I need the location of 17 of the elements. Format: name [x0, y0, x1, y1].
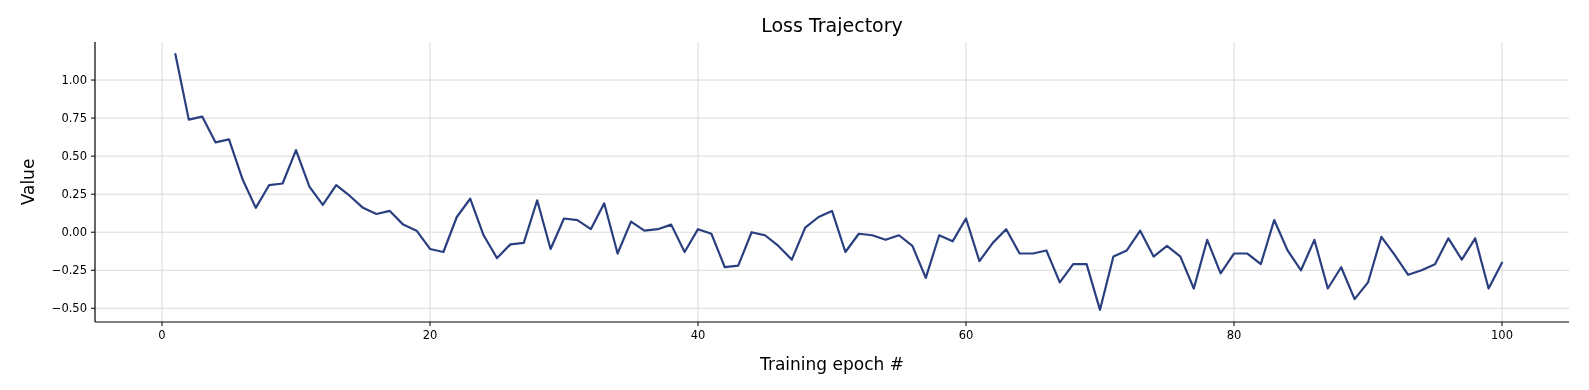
y-axis-title: Value [18, 158, 38, 206]
y-tick-label: 0.75 [61, 111, 87, 126]
x-tick-label: 0 [158, 328, 166, 342]
y-tick-label: −0.25 [51, 263, 87, 278]
y-tick-label: 1.00 [61, 73, 87, 88]
x-tick-label: 40 [690, 328, 706, 342]
line-series [174, 53, 1504, 311]
x-tick-label: 20 [422, 328, 438, 342]
chart-title: Loss Trajectory [761, 14, 903, 36]
x-tick-label: 80 [1226, 328, 1242, 342]
x-tick-label: 100 [1491, 328, 1513, 342]
y-tick-label: 0.25 [61, 187, 87, 202]
y-tick-label: 0.00 [61, 225, 87, 240]
x-axis-title: Training epoch # [759, 354, 904, 374]
y-tick-label: 0.50 [61, 149, 87, 164]
x-tick-label: 60 [958, 328, 974, 342]
y-tick-label: −0.50 [51, 301, 87, 316]
